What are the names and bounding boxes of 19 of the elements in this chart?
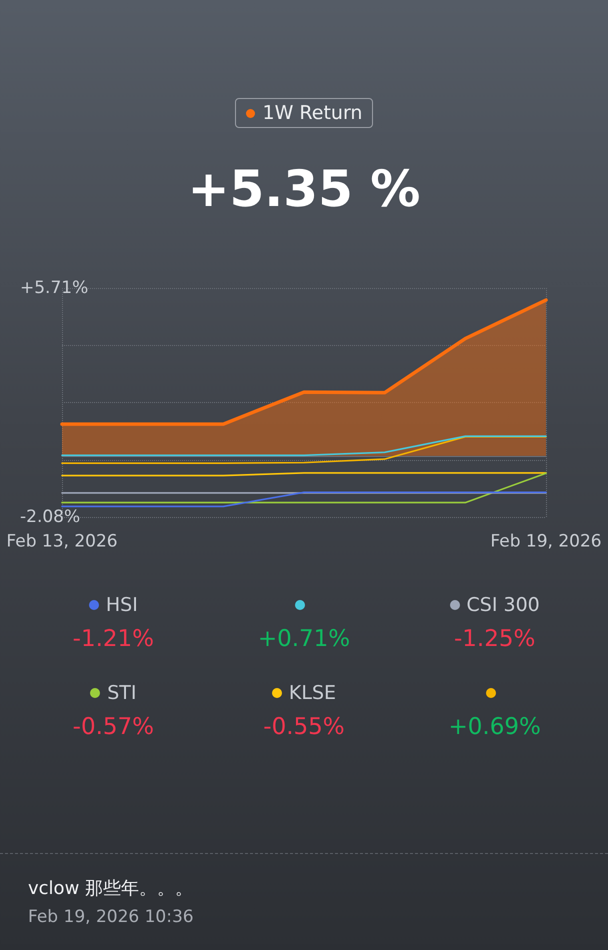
legend-label: KLSE: [288, 682, 336, 704]
line-series: [61, 436, 547, 464]
chart-subtitle: +5.35 %: [186, 160, 422, 218]
x-tick-label: Feb 13, 2026: [6, 532, 118, 552]
text: -1.25%: [452, 626, 536, 652]
text: -1.21%: [72, 626, 156, 652]
chart-title: 1W Return: [262, 102, 362, 124]
text: +0.71%: [256, 626, 352, 652]
legend-label: HSI: [106, 594, 138, 616]
text: Feb 19, 2026 10:36: [28, 907, 194, 927]
x-tick-label: Feb 19, 2026: [490, 532, 602, 552]
text: vclow 那些年。。。: [28, 877, 194, 900]
text: -0.57%: [72, 714, 156, 740]
y-tick-label: +5.71%: [20, 278, 88, 298]
legend-label: STI: [107, 682, 136, 704]
text: -0.55%: [262, 714, 346, 740]
text: +0.69%: [447, 714, 542, 740]
legend-label: CSI 300: [466, 594, 540, 616]
y-tick-label: -2.08%: [20, 507, 80, 527]
